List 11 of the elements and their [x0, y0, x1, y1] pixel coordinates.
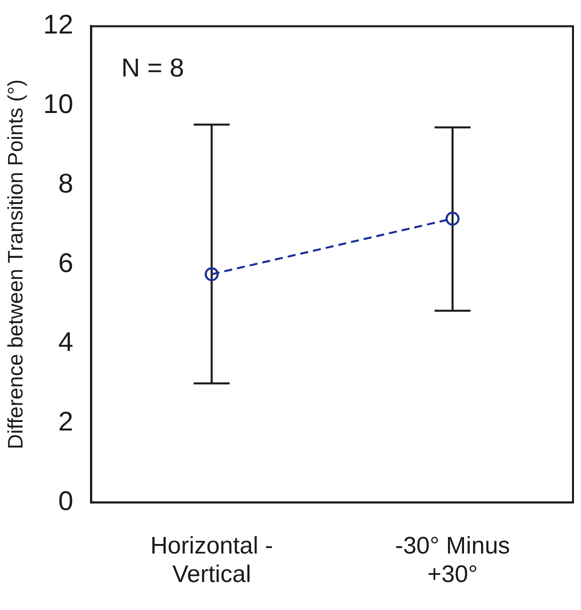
y-tick-label: 4 — [58, 327, 74, 358]
y-axis-title: Difference between Transition Points (°) — [4, 79, 28, 450]
y-tick-label: 12 — [43, 10, 74, 40]
x-tick-label: -30° Minus +30° — [395, 532, 510, 588]
annotation: N = 8 — [121, 52, 184, 82]
y-tick-label: 0 — [58, 486, 74, 516]
y-tick-label: 10 — [43, 89, 74, 120]
x-tick-label: Horizontal - Vertical — [150, 532, 274, 588]
y-tick-label: 2 — [58, 406, 74, 436]
y-tick-label: 6 — [58, 248, 74, 278]
y-tick-label: 8 — [58, 168, 74, 198]
